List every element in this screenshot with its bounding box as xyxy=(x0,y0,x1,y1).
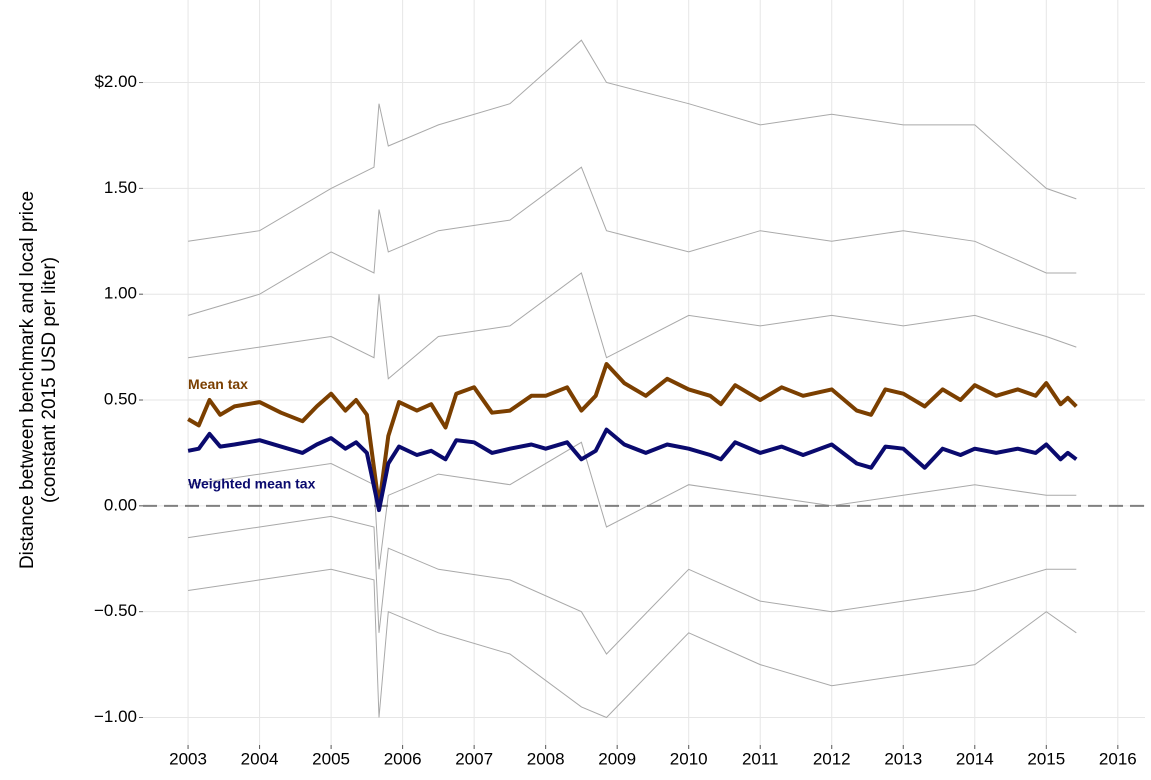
x-tick-label: 2012 xyxy=(813,749,851,768)
background-line xyxy=(188,272,1077,380)
x-tick-label: 2013 xyxy=(884,749,922,768)
y-axis-label: Distance between benchmark and local pri… xyxy=(17,191,38,569)
background-line xyxy=(187,166,1077,316)
series-label: Weighted mean tax xyxy=(188,476,316,492)
background-line xyxy=(188,515,1077,655)
x-tick-label: 2008 xyxy=(527,749,565,768)
x-tick-label: 2006 xyxy=(384,749,422,768)
x-tick-label: 2004 xyxy=(241,749,279,768)
series-label: Mean tax xyxy=(188,376,248,392)
series-line xyxy=(187,427,1078,513)
x-tick-label: 2011 xyxy=(742,749,779,768)
y-tick-label: 0.50 xyxy=(104,389,137,408)
background-line xyxy=(188,568,1077,719)
y-tick-label: 0.00 xyxy=(104,495,137,514)
y-tick-label: 1.00 xyxy=(104,284,137,303)
x-tick-label: 2016 xyxy=(1099,749,1137,768)
series-line xyxy=(187,362,1078,508)
y-axis-label: (constant 2015 USD per liter) xyxy=(39,257,60,503)
x-tick-label: 2010 xyxy=(670,749,708,768)
x-tick-label: 2015 xyxy=(1027,749,1065,768)
x-tick-label: 2007 xyxy=(455,749,493,768)
background-line xyxy=(188,441,1077,570)
x-tick-label: 2009 xyxy=(598,749,636,768)
background-line xyxy=(188,39,1077,242)
x-tick-label: 2003 xyxy=(169,749,207,768)
y-tick-label: $2.00 xyxy=(94,72,137,91)
x-tick-label: 2005 xyxy=(312,749,350,768)
y-tick-label: −0.50 xyxy=(94,601,137,620)
y-tick-label: 1.50 xyxy=(104,178,137,197)
x-tick-label: 2014 xyxy=(956,749,994,768)
y-tick-label: −1.00 xyxy=(94,707,137,726)
